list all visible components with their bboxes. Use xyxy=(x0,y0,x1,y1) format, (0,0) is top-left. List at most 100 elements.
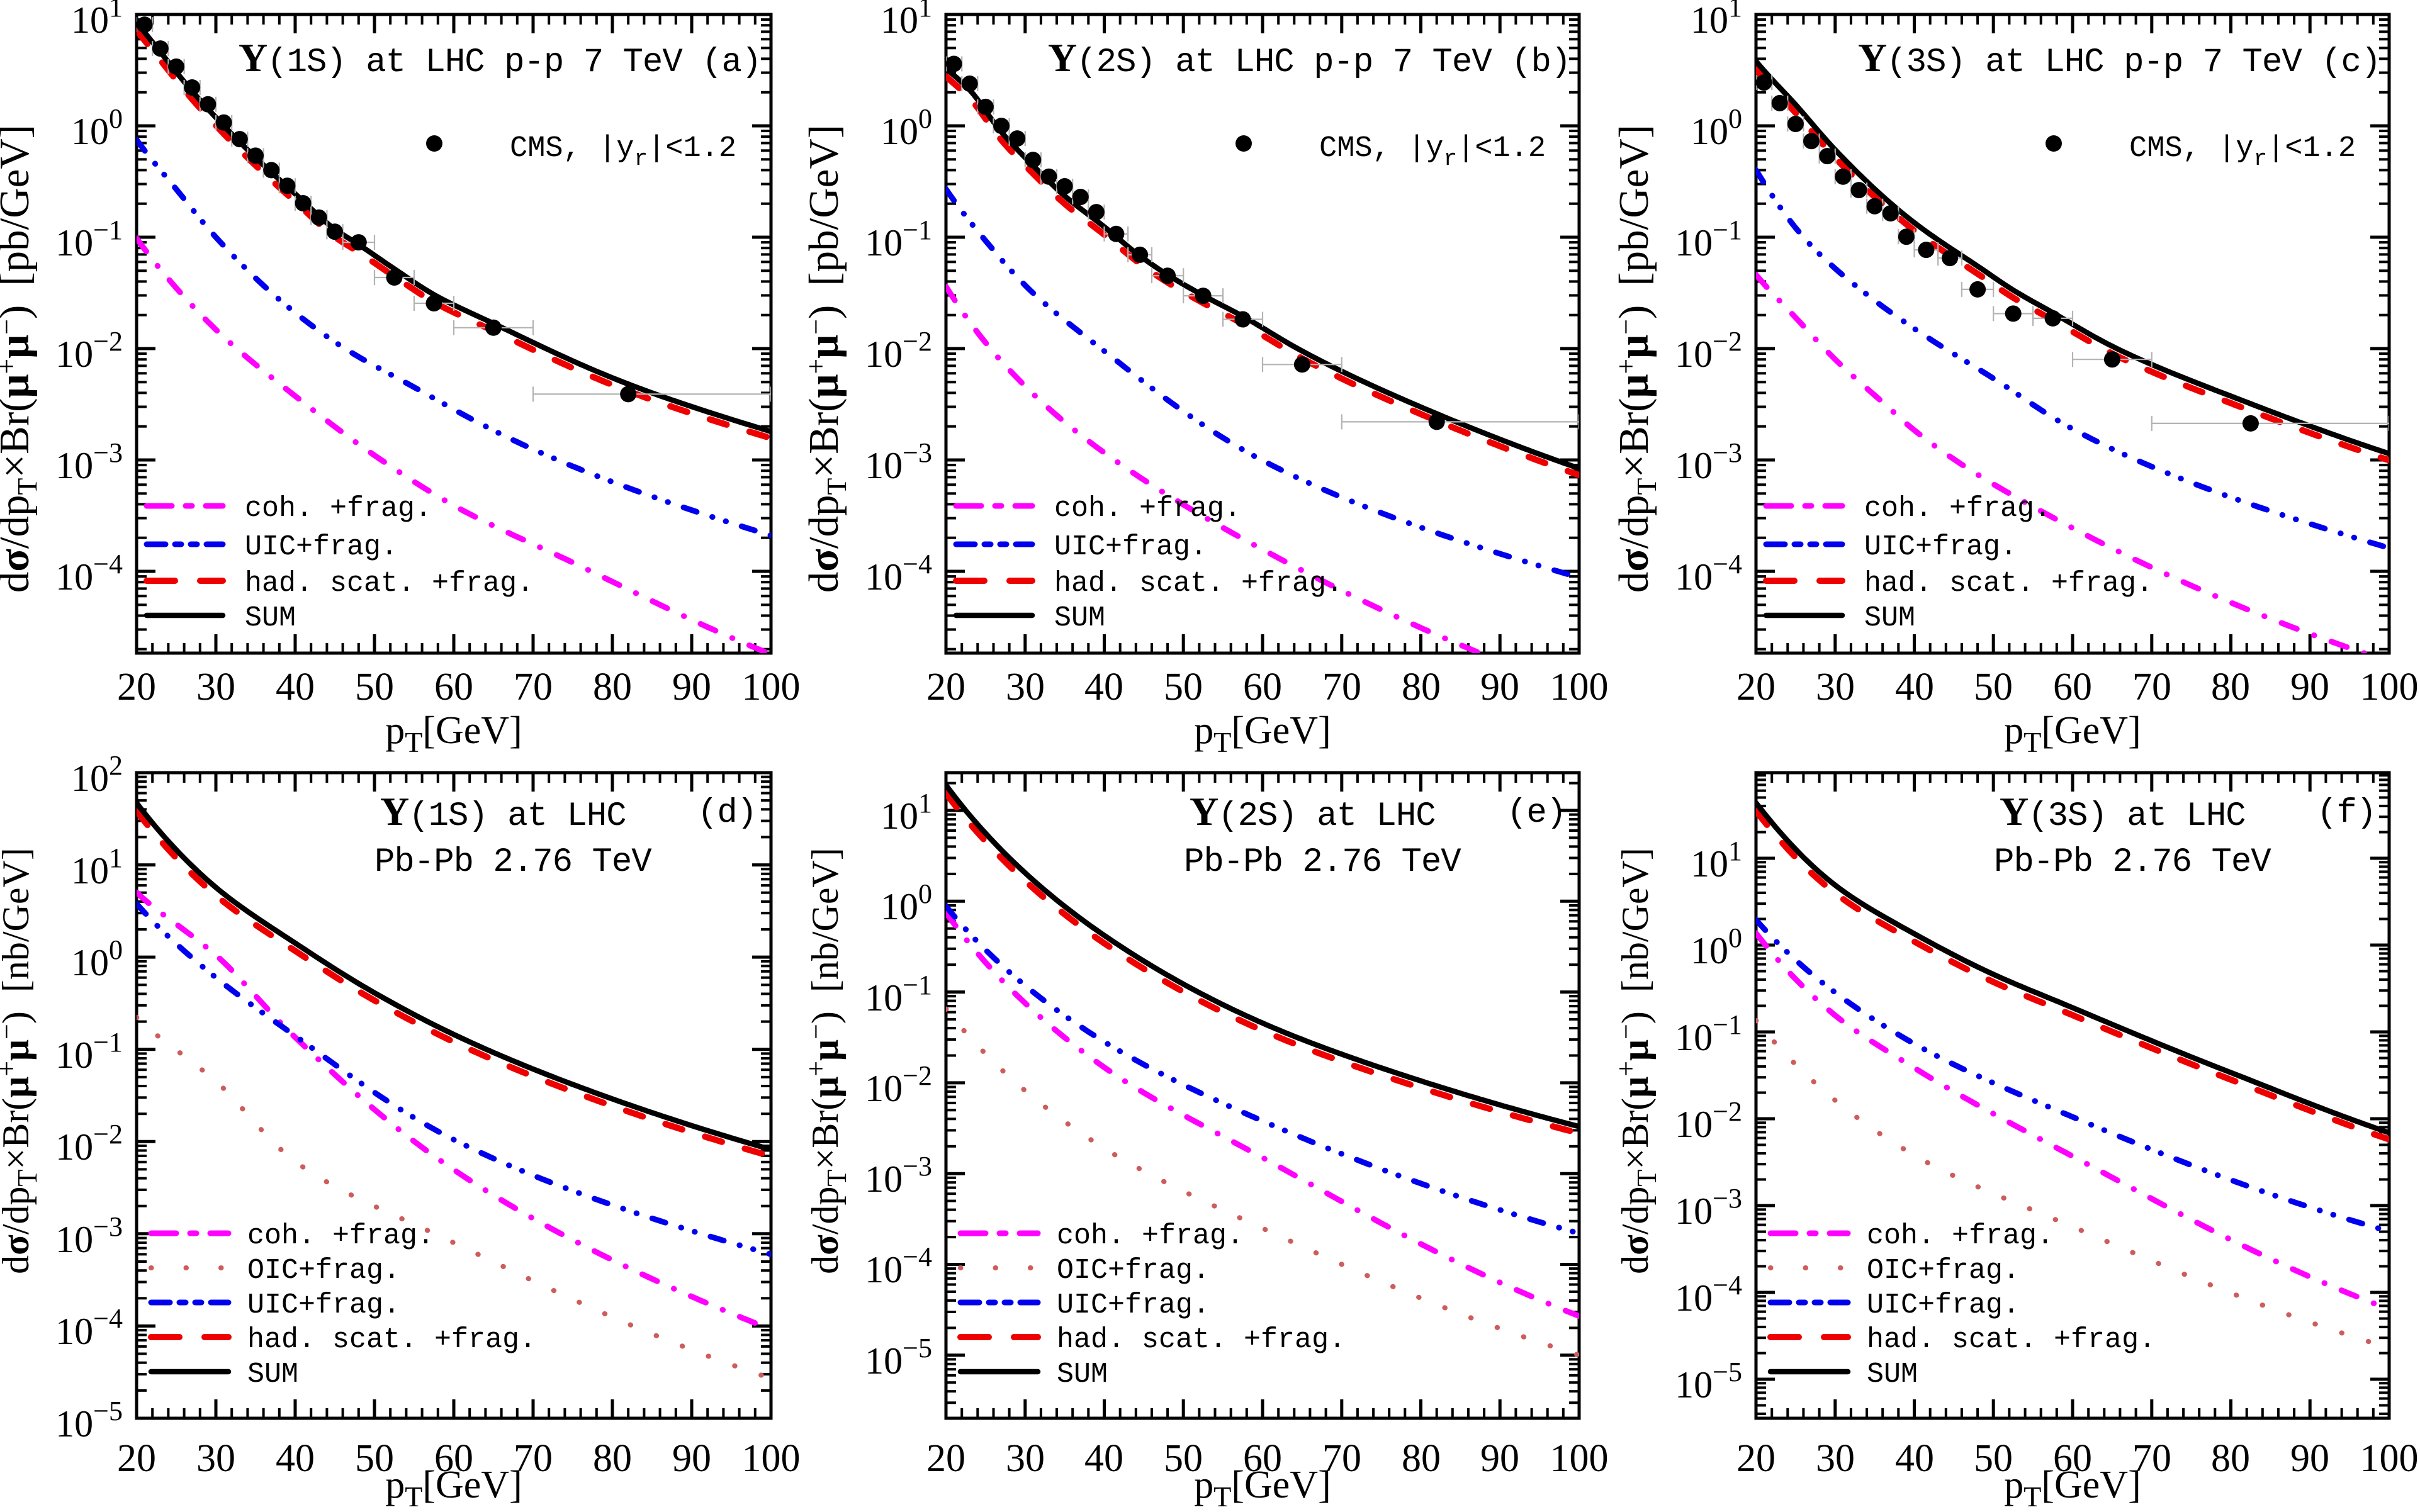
svg-text:20: 20 xyxy=(1736,666,1776,708)
svg-text:coh. +frag.: coh. +frag. xyxy=(1864,493,2051,525)
svg-text:Υ(3S) at LHC: Υ(3S) at LHC xyxy=(2000,789,2246,836)
svg-text:50: 50 xyxy=(355,1437,394,1480)
svg-text:20: 20 xyxy=(117,666,156,708)
svg-text:80: 80 xyxy=(2211,666,2250,708)
svg-text:70: 70 xyxy=(1322,666,1361,708)
svg-text:10−5: 10−5 xyxy=(1675,1357,1742,1406)
svg-text:80: 80 xyxy=(1402,666,1441,708)
svg-text:30: 30 xyxy=(1816,1437,1855,1480)
svg-text:40: 40 xyxy=(1084,666,1123,708)
svg-text:10−3: 10−3 xyxy=(55,1211,123,1260)
svg-text:UIC+frag.: UIC+frag. xyxy=(247,1289,400,1321)
svg-text:Pb-Pb 2.76 TeV: Pb-Pb 2.76 TeV xyxy=(1994,843,2271,882)
svg-text:dσ/dpT×Br(μ+μ−)[nb/GeV]: dσ/dpT×Br(μ+μ−)[nb/GeV] xyxy=(1611,848,1662,1274)
svg-text:40: 40 xyxy=(1895,666,1934,708)
svg-text:100: 100 xyxy=(1550,1437,1609,1480)
svg-text:SUM: SUM xyxy=(245,602,296,634)
svg-text:40: 40 xyxy=(1895,1437,1934,1480)
svg-text:30: 30 xyxy=(1006,666,1045,708)
svg-text:dσ/dpT×Br(μ+μ−)[nb/GeV]: dσ/dpT×Br(μ+μ−)[nb/GeV] xyxy=(0,848,43,1274)
svg-text:SUM: SUM xyxy=(1867,1358,1918,1391)
svg-text:50: 50 xyxy=(1164,1437,1203,1480)
svg-text:UIC+frag.: UIC+frag. xyxy=(1867,1289,2020,1321)
svg-text:10−1: 10−1 xyxy=(865,215,932,264)
svg-text:50: 50 xyxy=(1164,666,1203,708)
svg-text:coh. +frag.: coh. +frag. xyxy=(1867,1220,2054,1252)
svg-text:coh. +frag.: coh. +frag. xyxy=(245,493,432,525)
svg-text:Υ(1S) at LHC p-p 7 TeV (a): Υ(1S) at LHC p-p 7 TeV (a) xyxy=(239,35,761,82)
svg-text:had. scat. +frag.: had. scat. +frag. xyxy=(247,1324,536,1356)
svg-text:50: 50 xyxy=(355,666,394,708)
svg-text:(f): (f) xyxy=(2317,794,2376,832)
svg-text:coh. +frag.: coh. +frag. xyxy=(247,1220,434,1252)
svg-text:70: 70 xyxy=(2132,666,2171,708)
svg-text:30: 30 xyxy=(196,666,235,708)
svg-text:SUM: SUM xyxy=(1864,602,1915,634)
svg-text:10−1: 10−1 xyxy=(55,1027,123,1076)
svg-text:100: 100 xyxy=(2360,1437,2419,1480)
svg-text:60: 60 xyxy=(1243,1437,1282,1480)
svg-text:101: 101 xyxy=(71,843,123,892)
svg-text:had. scat. +frag.: had. scat. +frag. xyxy=(245,568,534,600)
svg-text:70: 70 xyxy=(2132,1437,2171,1480)
svg-text:SUM: SUM xyxy=(1054,602,1105,634)
svg-text:20: 20 xyxy=(1736,1437,1776,1480)
svg-text:30: 30 xyxy=(1816,666,1855,708)
svg-text:50: 50 xyxy=(1974,1437,2013,1480)
svg-text:UIC+frag.: UIC+frag. xyxy=(245,531,398,563)
svg-text:SUM: SUM xyxy=(1057,1358,1108,1391)
svg-text:101: 101 xyxy=(881,0,932,41)
svg-text:20: 20 xyxy=(117,1437,156,1480)
svg-text:Υ(2S) at LHC: Υ(2S) at LHC xyxy=(1190,789,1436,836)
svg-text:80: 80 xyxy=(1402,1437,1441,1480)
svg-text:80: 80 xyxy=(2211,1437,2250,1480)
svg-text:coh. +frag.: coh. +frag. xyxy=(1057,1220,1244,1252)
svg-text:had. scat. +frag.: had. scat. +frag. xyxy=(1054,568,1343,600)
svg-text:Pb-Pb 2.76 TeV: Pb-Pb 2.76 TeV xyxy=(374,843,652,882)
svg-text:CMS, |yr|<1.2: CMS, |yr|<1.2 xyxy=(510,132,736,172)
svg-text:OIC+frag.: OIC+frag. xyxy=(247,1255,400,1287)
svg-text:UIC+frag.: UIC+frag. xyxy=(1864,531,2017,563)
svg-text:had. scat. +frag.: had. scat. +frag. xyxy=(1867,1324,2156,1356)
svg-text:30: 30 xyxy=(196,1437,235,1480)
svg-text:20: 20 xyxy=(926,1437,965,1480)
svg-text:(d): (d) xyxy=(697,794,757,832)
svg-text:80: 80 xyxy=(593,1437,632,1480)
svg-text:(e): (e) xyxy=(1507,794,1566,832)
svg-text:dσ/dpT×Br(μ+μ−)[pb/GeV]: dσ/dpT×Br(μ+μ−)[pb/GeV] xyxy=(801,125,852,593)
svg-text:90: 90 xyxy=(672,666,711,708)
svg-text:90: 90 xyxy=(1480,666,1519,708)
svg-text:80: 80 xyxy=(593,666,632,708)
svg-text:10−2: 10−2 xyxy=(865,1060,932,1109)
svg-text:CMS, |yr|<1.2: CMS, |yr|<1.2 xyxy=(2129,132,2356,172)
svg-text:60: 60 xyxy=(2053,666,2092,708)
svg-text:90: 90 xyxy=(2290,666,2329,708)
svg-text:100: 100 xyxy=(2360,666,2419,708)
svg-text:90: 90 xyxy=(672,1437,711,1480)
svg-text:Pb-Pb 2.76 TeV: Pb-Pb 2.76 TeV xyxy=(1184,843,1461,882)
svg-text:40: 40 xyxy=(276,666,315,708)
svg-text:dσ/dpT×Br(μ+μ−)[pb/GeV]: dσ/dpT×Br(μ+μ−)[pb/GeV] xyxy=(1611,125,1662,593)
svg-text:40: 40 xyxy=(276,1437,315,1480)
svg-text:100: 100 xyxy=(71,103,123,152)
svg-text:60: 60 xyxy=(434,1437,473,1480)
svg-text:had. scat. +frag.: had. scat. +frag. xyxy=(1864,568,2153,600)
svg-text:100: 100 xyxy=(742,1437,801,1480)
svg-text:70: 70 xyxy=(514,666,553,708)
svg-text:UIC+frag.: UIC+frag. xyxy=(1054,531,1207,563)
svg-text:60: 60 xyxy=(2053,1437,2092,1480)
svg-text:OIC+frag.: OIC+frag. xyxy=(1867,1255,2020,1287)
svg-text:dσ/dpT×Br(μ+μ−)[pb/GeV]: dσ/dpT×Br(μ+μ−)[pb/GeV] xyxy=(0,125,43,593)
svg-text:50: 50 xyxy=(1974,666,2013,708)
svg-text:70: 70 xyxy=(514,1437,553,1480)
svg-text:SUM: SUM xyxy=(247,1358,298,1391)
svg-text:had. scat. +frag.: had. scat. +frag. xyxy=(1057,1324,1346,1356)
svg-text:30: 30 xyxy=(1006,1437,1045,1480)
svg-text:UIC+frag.: UIC+frag. xyxy=(1057,1289,1210,1321)
svg-text:100: 100 xyxy=(1550,666,1609,708)
svg-text:Υ(3S) at LHC p-p 7 TeV (c): Υ(3S) at LHC p-p 7 TeV (c) xyxy=(1858,35,2380,82)
svg-text:dσ/dpT×Br(μ+μ−)[nb/GeV]: dσ/dpT×Br(μ+μ−)[nb/GeV] xyxy=(801,848,852,1274)
svg-text:CMS, |yr|<1.2: CMS, |yr|<1.2 xyxy=(1319,132,1546,172)
svg-text:OIC+frag.: OIC+frag. xyxy=(1057,1255,1210,1287)
svg-text:Υ(1S) at LHC: Υ(1S) at LHC xyxy=(380,789,626,836)
